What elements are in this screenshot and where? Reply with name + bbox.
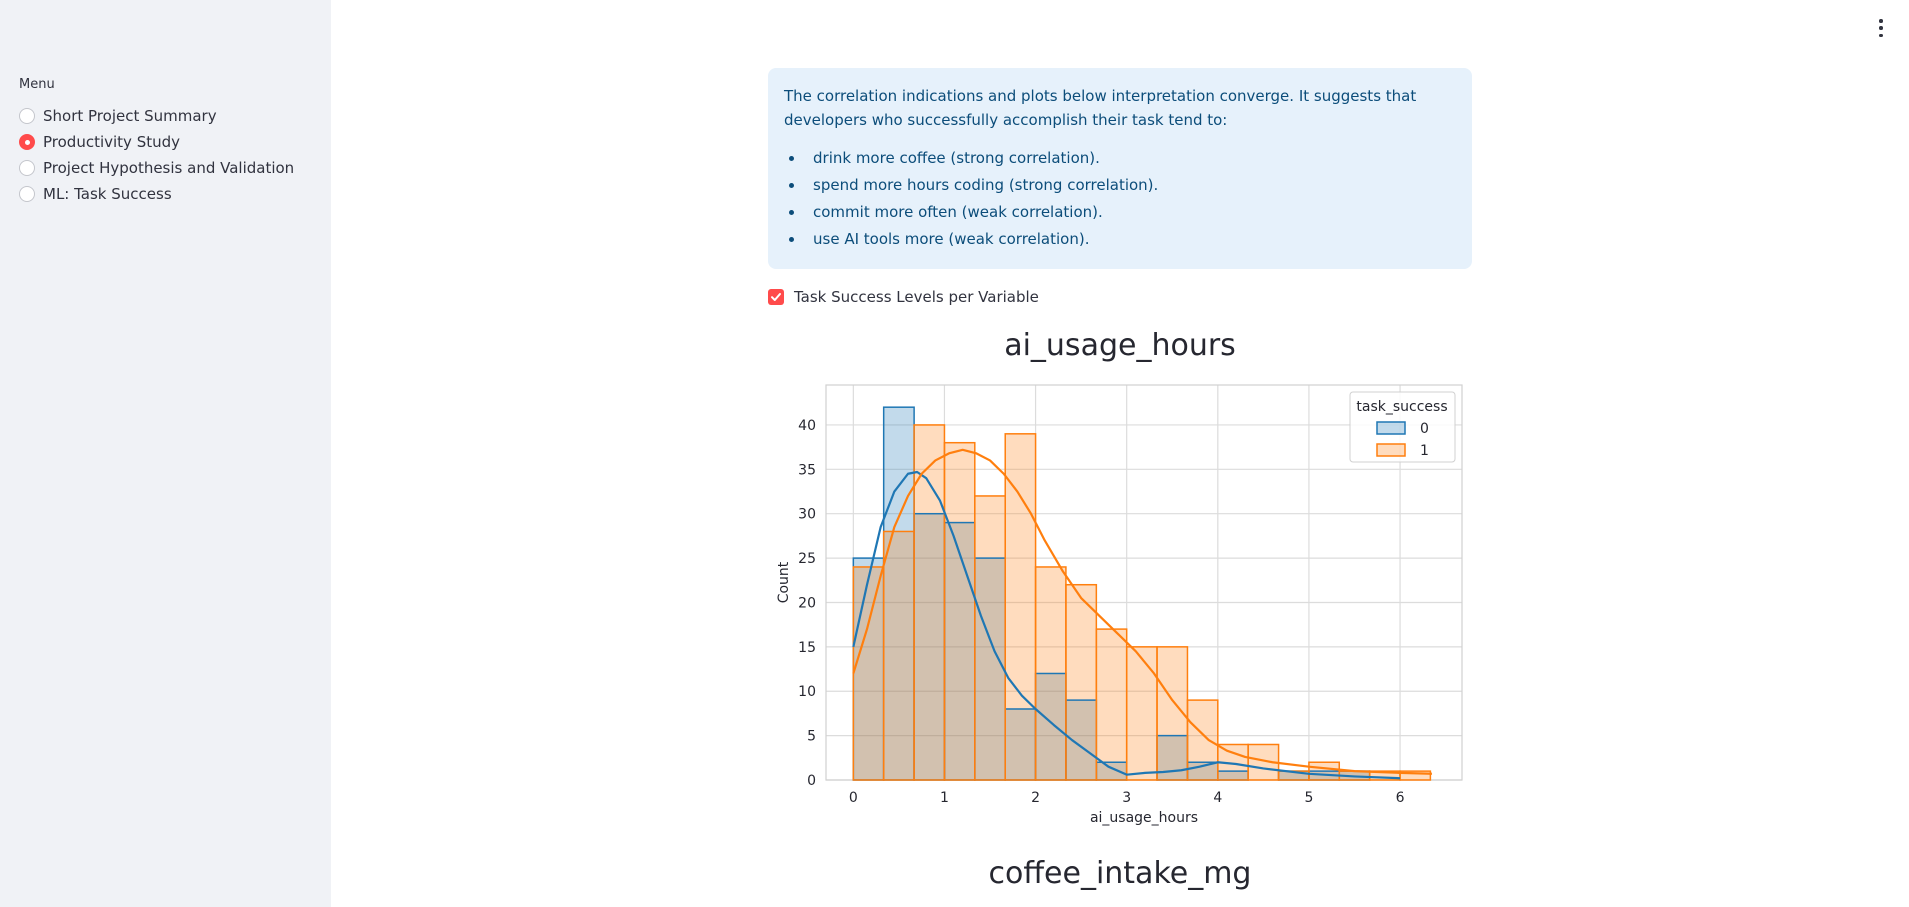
checkbox-label: Task Success Levels per Variable (794, 288, 1039, 306)
nav-item-label: Project Hypothesis and Validation (43, 159, 295, 177)
nav-item-label: Productivity Study (43, 133, 180, 151)
histogram-bar-series-1 (1186, 699, 1219, 781)
radio-unchecked-icon[interactable] (19, 108, 35, 124)
nav-item-label: ML: Task Success (43, 185, 172, 203)
menu-label: Menu (19, 77, 55, 92)
kde-line-series-1 (852, 448, 1432, 775)
nav-item-label: Short Project Summary (43, 107, 217, 125)
legend-title: task_success (1356, 399, 1447, 415)
x-tick-label: 1 (940, 790, 949, 806)
nav-item-project-hypothesis[interactable]: Project Hypothesis and Validation (19, 155, 294, 181)
y-tick-label: 5 (807, 729, 816, 745)
x-tick-label: 4 (1213, 790, 1222, 806)
y-axis-label: Count (776, 561, 792, 603)
legend-label-1: 1 (1420, 443, 1429, 459)
y-tick-label: 40 (798, 418, 816, 434)
radio-checked-icon[interactable] (19, 134, 35, 150)
ai-usage-histogram: 0 1 2 3 4 5 60510152025303540ai_usage_hoursCou… (776, 384, 1463, 826)
legend-swatch-1 (1376, 443, 1406, 457)
sidebar: Menu Short Project Summary Productivity … (0, 0, 331, 907)
info-bullet-list: drink more coffee (strong correlation). … (784, 146, 1456, 254)
y-tick-label: 30 (798, 507, 816, 523)
radio-unchecked-icon[interactable] (19, 186, 35, 202)
info-bullet: commit more often (weak correlation). (784, 200, 1456, 227)
info-bullet: use AI tools more (weak correlation). (784, 227, 1456, 254)
task-success-checkbox[interactable]: Task Success Levels per Variable (768, 288, 1039, 306)
y-tick-label: 35 (798, 462, 816, 478)
info-bullet: drink more coffee (strong correlation). (784, 146, 1456, 173)
y-tick-label: 15 (798, 640, 816, 656)
x-tick-label: 0 (849, 790, 858, 806)
x-tick-label: 3 (1122, 790, 1131, 806)
histogram-fill-series-1 (853, 424, 1431, 780)
navigation-radio-group: Short Project Summary Productivity Study… (19, 103, 294, 207)
info-alert: The correlation indications and plots be… (768, 68, 1472, 269)
x-axis-label: ai_usage_hours (1090, 810, 1198, 826)
x-tick-label: 6 (1396, 790, 1405, 806)
y-tick-label: 10 (798, 684, 816, 700)
kebab-menu-icon[interactable] (1877, 19, 1885, 37)
checkbox-checked-icon[interactable] (768, 289, 784, 305)
x-tick-label: 5 (1304, 790, 1313, 806)
legend-swatch-0 (1376, 421, 1406, 435)
y-tick-label: 25 (798, 551, 816, 567)
chart-title-coffee-intake: coffee_intake_mg (988, 856, 1252, 891)
chart-title-ai-usage: ai_usage_hours (1004, 328, 1236, 363)
x-tick-label: 2 (1031, 790, 1040, 806)
histogram-bar-series-1 (1399, 770, 1432, 781)
nav-item-ml-task-success[interactable]: ML: Task Success (19, 181, 294, 207)
info-text: The correlation indications and plots be… (784, 87, 1417, 129)
y-tick-label: 20 (798, 595, 816, 611)
radio-unchecked-icon[interactable] (19, 160, 35, 176)
nav-item-short-project-summary[interactable]: Short Project Summary (19, 103, 294, 129)
info-bullet: spend more hours coding (strong correlat… (784, 173, 1456, 200)
kde-line-series-0 (852, 470, 1401, 780)
histogram-fill-series-0 (853, 407, 1431, 780)
nav-item-productivity-study[interactable]: Productivity Study (19, 129, 294, 155)
y-tick-label: 0 (807, 773, 816, 789)
legend-label-0: 0 (1420, 421, 1429, 437)
